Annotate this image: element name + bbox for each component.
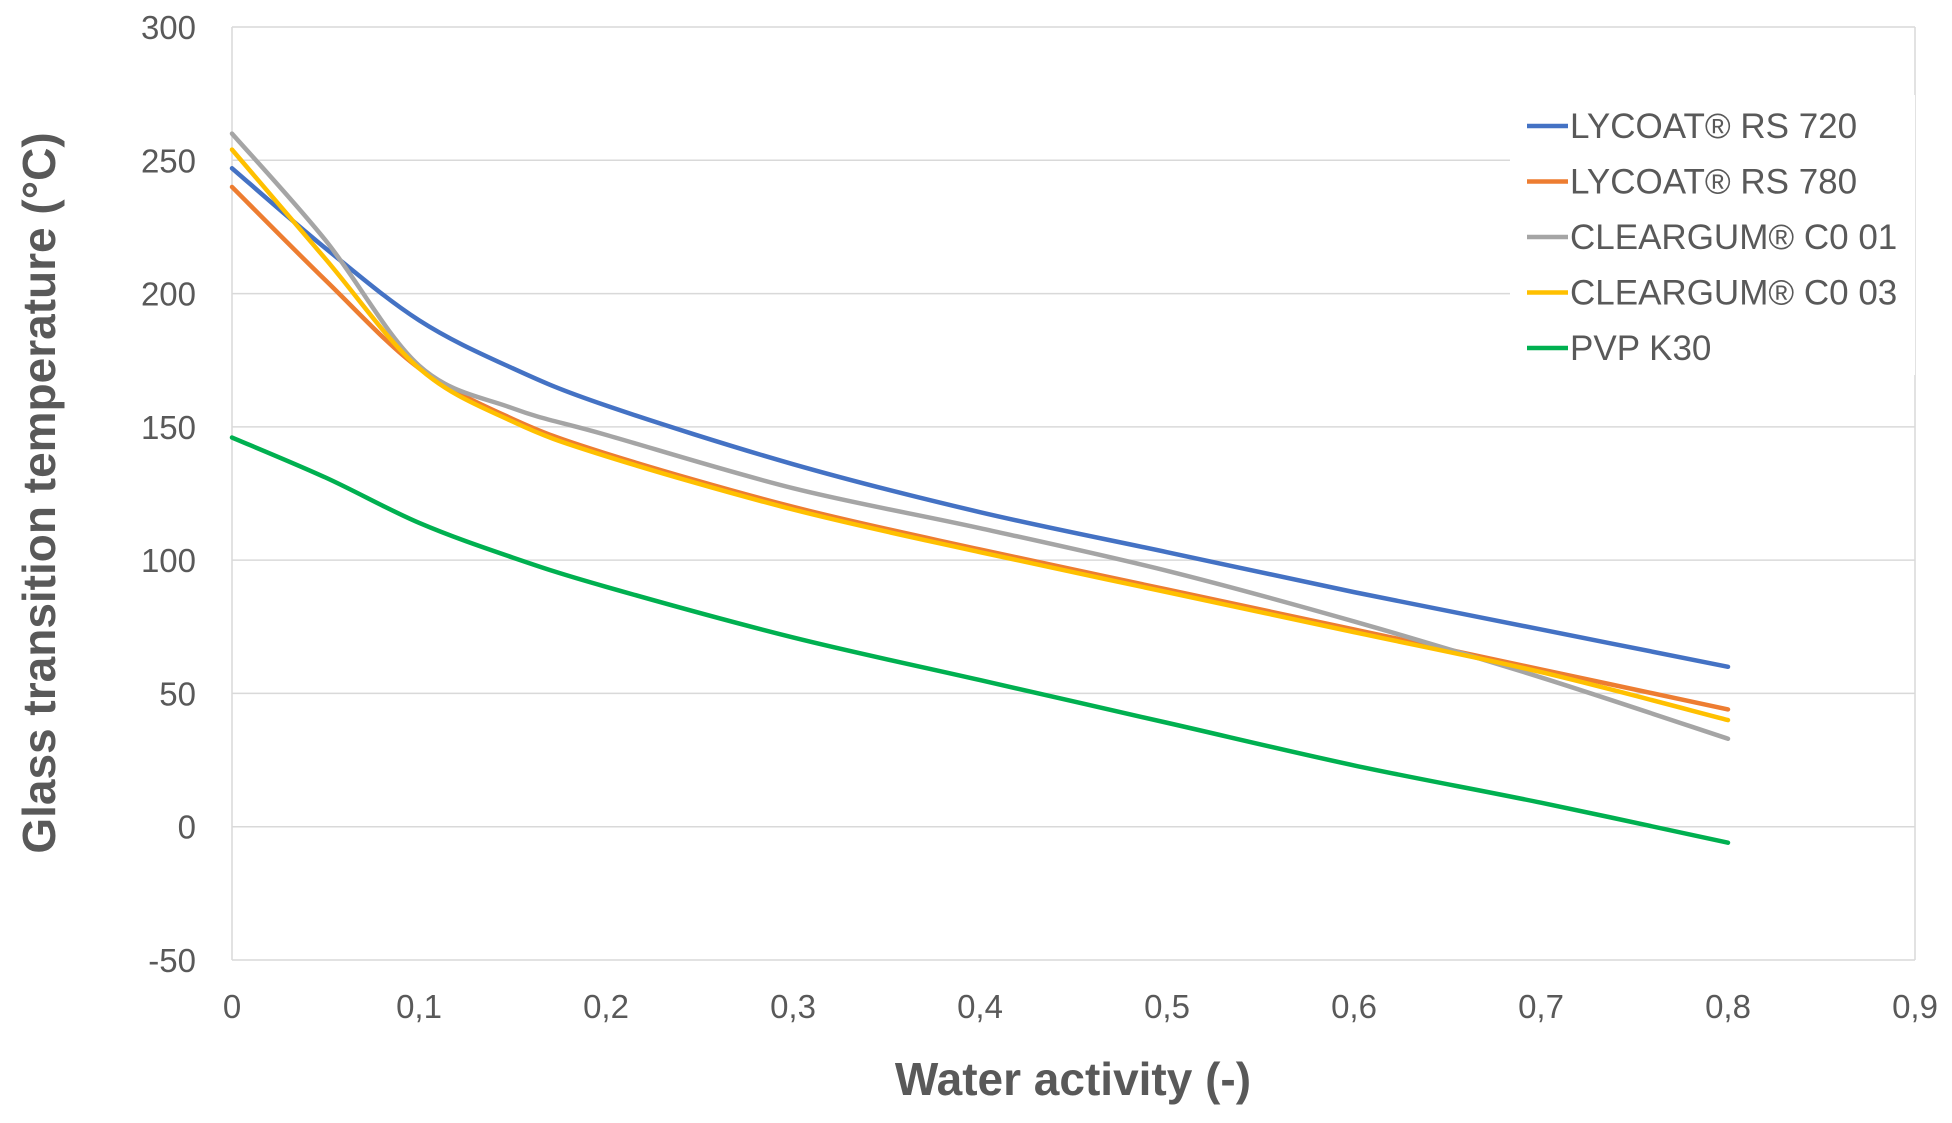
series-line-1 (229, 184, 1731, 712)
legend-label: LYCOAT® RS 720 (1570, 107, 1857, 146)
legend-label: CLEARGUM® C0 03 (1570, 274, 1897, 313)
series-line-2 (229, 131, 1731, 741)
x-tick-label: 0,7 (1518, 988, 1564, 1025)
x-tick-label: 0,1 (396, 988, 442, 1025)
x-tick-label: 0,4 (957, 988, 1003, 1025)
x-tick-label: 0,5 (1144, 988, 1190, 1025)
x-tick-label: 0,6 (1331, 988, 1377, 1025)
x-tick-label: 0 (223, 988, 241, 1025)
x-tick-label: 0,8 (1705, 988, 1751, 1025)
gridlines (231, 26, 1916, 961)
legend-label: LYCOAT® RS 780 (1570, 163, 1857, 202)
legend: LYCOAT® RS 720 LYCOAT® RS 780 CLEARGUM® C0… (1510, 95, 1915, 375)
series-line-4 (229, 435, 1731, 845)
x-tick-label: 0,2 (583, 988, 629, 1025)
legend-label: PVP K30 (1570, 329, 1711, 368)
x-axis-tick-labels: 0 0,1 0,2 0,3 0,4 0,5 0,6 0,7 0,8 0,9 (223, 988, 1938, 1025)
x-tick-label: 0,9 (1892, 988, 1938, 1025)
series-line-3 (229, 147, 1731, 723)
y-tick-label: 200 (141, 276, 196, 313)
y-tick-label: -50 (148, 942, 196, 979)
x-tick-label: 0,3 (770, 988, 816, 1025)
y-axis-tick-labels: 300 250 200 150 100 50 0 -50 (141, 9, 196, 979)
series-line-0 (229, 166, 1731, 670)
y-tick-label: 150 (141, 409, 196, 446)
x-axis-title: Water activity (-) (895, 1053, 1251, 1105)
y-tick-label: 100 (141, 542, 196, 579)
y-tick-label: 250 (141, 142, 196, 179)
legend-label: CLEARGUM® C0 01 (1570, 218, 1897, 257)
y-axis-title: Glass transition temperature (°C) (13, 132, 65, 853)
y-tick-label: 50 (159, 675, 196, 712)
y-tick-label: 300 (141, 9, 196, 46)
series-lines (229, 131, 1731, 845)
legend-background (1510, 95, 1915, 375)
y-tick-label: 0 (178, 809, 196, 846)
